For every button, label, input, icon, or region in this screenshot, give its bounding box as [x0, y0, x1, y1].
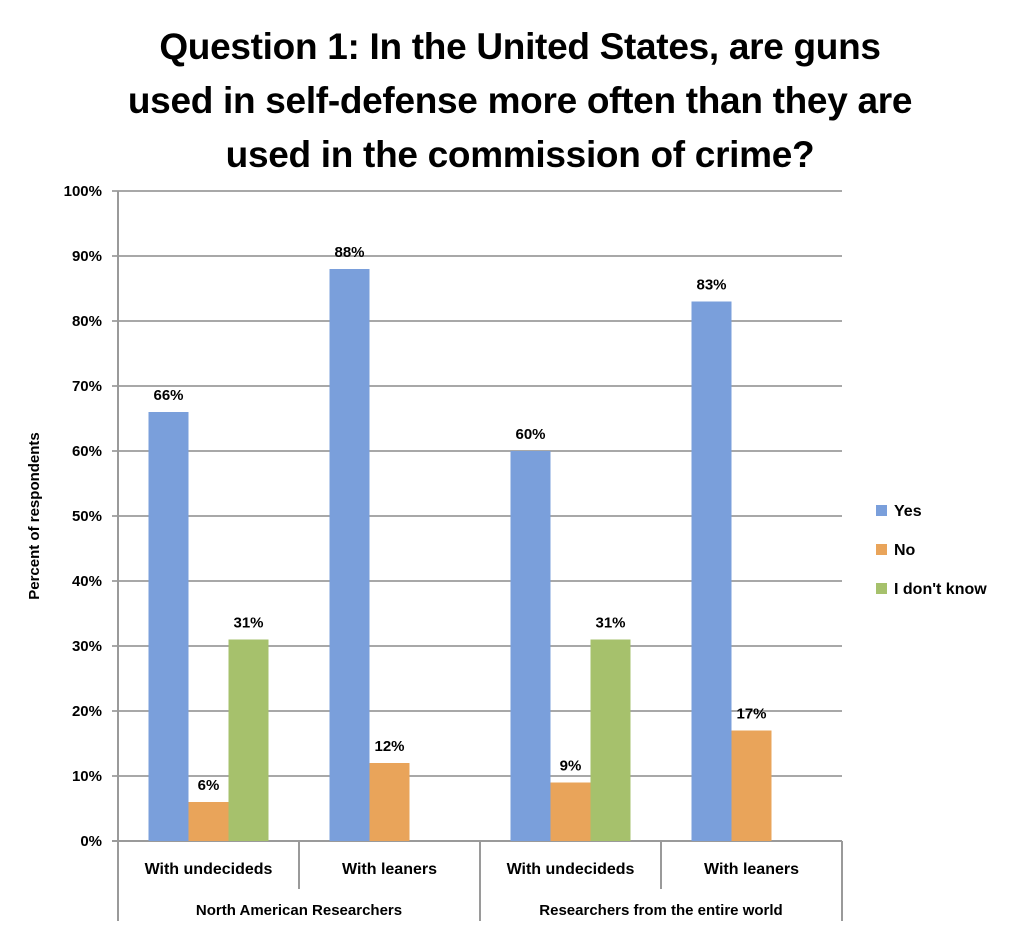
data-label: 88%: [334, 244, 364, 261]
chart-title-line-1: Question 1: In the United States, are gu…: [159, 26, 881, 67]
y-tick-label: 40%: [72, 573, 102, 590]
bar-no: [369, 763, 410, 841]
y-tick-label: 70%: [72, 378, 102, 395]
legend-swatch: [876, 583, 887, 594]
data-label: 60%: [515, 426, 545, 443]
x-category-label: With undecideds: [145, 861, 273, 878]
axes: [117, 191, 843, 921]
x-category-label: With undecideds: [507, 861, 635, 878]
bar-yes: [148, 412, 189, 841]
legend-label: I don't know: [894, 581, 987, 598]
x-category-label: With leaners: [342, 861, 437, 878]
bar-yes: [329, 269, 370, 841]
data-label: 83%: [696, 277, 726, 294]
labels: 0% 10% 20% 30% 40% 50% 60% 70% 80% 90% 100% Percent…: [26, 183, 799, 919]
chart-title-line-2: used in self-defense more often than the…: [127, 80, 913, 121]
y-axis-title: Percent of respondents: [26, 432, 43, 600]
data-label: 31%: [233, 615, 263, 632]
legend-label: No: [894, 542, 916, 559]
legend: Yes No I don't know: [876, 503, 987, 598]
x-category-label: With leaners: [704, 861, 799, 878]
y-tick-label: 80%: [72, 313, 102, 330]
legend-label: Yes: [894, 503, 922, 520]
y-tick-label: 30%: [72, 638, 102, 655]
data-label: 12%: [374, 738, 404, 755]
bar-no: [731, 730, 772, 841]
bar-i-don-t-know: [590, 639, 631, 841]
bar-i-don-t-know: [228, 639, 269, 841]
bars: [148, 269, 772, 841]
legend-swatch: [876, 505, 887, 516]
bar-no: [188, 802, 229, 841]
y-tick-label: 0%: [80, 833, 102, 850]
bar-no: [550, 782, 591, 841]
data-label: 31%: [595, 615, 625, 632]
y-tick-label: 60%: [72, 443, 102, 460]
data-label: 9%: [560, 758, 582, 775]
chart-title-line-3: used in the commission of crime?: [225, 134, 815, 175]
x-group-label: North American Researchers: [196, 902, 402, 919]
bar-yes: [510, 451, 551, 841]
chart-title: Question 1: In the United States, are gu…: [60, 20, 980, 182]
data-label: 66%: [153, 387, 183, 404]
bar-yes: [691, 301, 732, 841]
data-label: 6%: [198, 777, 220, 794]
x-group-label: Researchers from the entire world: [539, 902, 782, 919]
y-tick-label: 100%: [64, 183, 102, 200]
y-tick-label: 10%: [72, 768, 102, 785]
y-tick-label: 50%: [72, 508, 102, 525]
y-tick-label: 20%: [72, 703, 102, 720]
y-tick-label: 90%: [72, 248, 102, 265]
data-label: 17%: [736, 706, 766, 723]
legend-swatch: [876, 544, 887, 555]
